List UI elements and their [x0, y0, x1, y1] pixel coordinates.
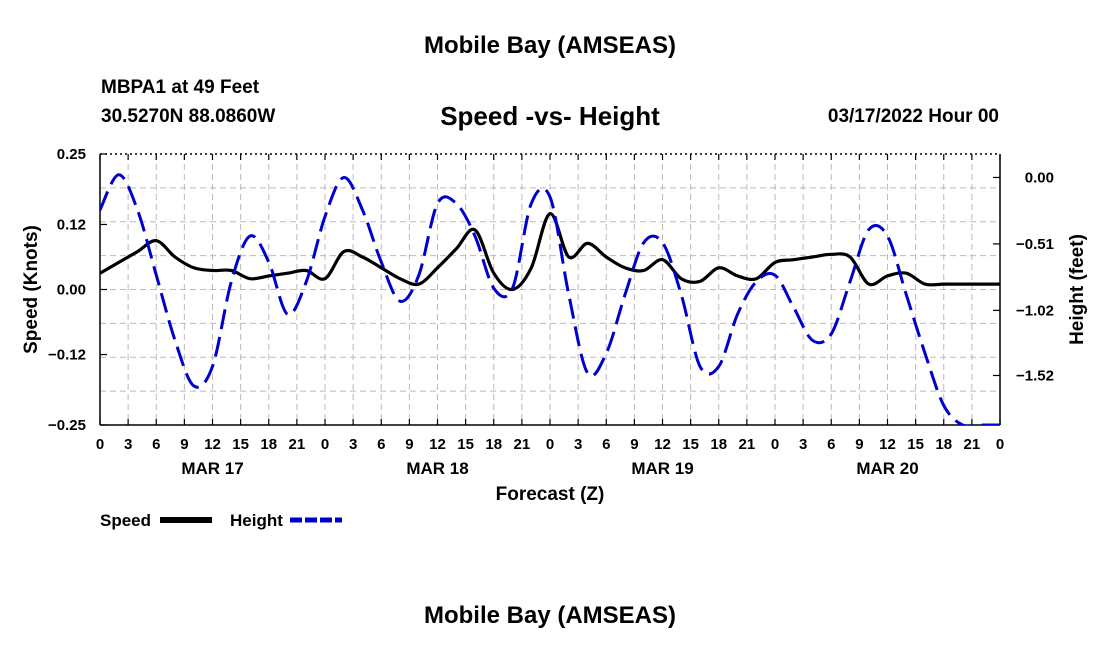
x-tick-label: 3 [574, 436, 582, 453]
y-left-tick-label: 0.12 [57, 216, 86, 233]
x-tick-label: 21 [739, 436, 756, 453]
x-tick-label: 3 [124, 436, 132, 453]
x-tick-label: 3 [349, 436, 357, 453]
x-tick-label: 9 [630, 436, 638, 453]
y-right-axis-title: Height (feet) [1067, 234, 1088, 345]
y-left-tick-label: 0.00 [57, 282, 86, 299]
y-left-tick-label: −0.25 [48, 417, 86, 434]
x-tick-label: 9 [405, 436, 413, 453]
station-label: MBPA1 at 49 Feet [101, 77, 260, 98]
y-right-tick-label: 0.00 [1025, 169, 1054, 186]
x-tick-label: 6 [152, 436, 160, 453]
x-tick-label: 6 [827, 436, 835, 453]
x-tick-label: 12 [654, 436, 671, 453]
legend-speed-label: Speed [100, 511, 151, 530]
x-tick-label: 21 [289, 436, 306, 453]
x-tick-label: 18 [485, 436, 502, 453]
x-tick-label: 15 [682, 436, 699, 453]
x-tick-label: 0 [321, 436, 329, 453]
x-tick-label: 18 [935, 436, 952, 453]
chart-title: Mobile Bay (AMSEAS) [423, 32, 677, 59]
x-tick-label: 3 [799, 436, 807, 453]
footer-title: Mobile Bay (AMSEAS) [423, 602, 677, 629]
y-left-tick-label: 0.25 [57, 146, 86, 163]
legend-height-label: Height [230, 511, 283, 530]
x-tick-label: 9 [180, 436, 188, 453]
y-left-axis-title: Speed (Knots) [21, 225, 42, 354]
x-tick-label: 9 [855, 436, 863, 453]
x-tick-label: 0 [771, 436, 779, 453]
x-tick-label: 0 [546, 436, 554, 453]
speed-series-line [100, 211, 1000, 292]
x-tick-label: 21 [964, 436, 981, 453]
x-tick-label: 0 [96, 436, 104, 453]
date-label: MAR 19 [631, 459, 693, 478]
x-tick-label: 15 [457, 436, 474, 453]
x-tick-label: 12 [204, 436, 221, 453]
coordinates-label: 30.5270N 88.0860W [101, 106, 276, 127]
y-left-tick-label: −0.12 [48, 347, 86, 364]
y-right-tick-label: −0.51 [1016, 236, 1054, 253]
date-label: MAR 18 [406, 459, 468, 478]
x-tick-label: 12 [429, 436, 446, 453]
x-tick-label: 21 [514, 436, 531, 453]
x-tick-label: 0 [996, 436, 1004, 453]
height-series-line [100, 173, 1000, 425]
date-label: MAR 20 [856, 459, 918, 478]
x-tick-label: 15 [907, 436, 924, 453]
x-tick-label: 18 [710, 436, 727, 453]
chart-subtitle: Speed -vs- Height [440, 101, 660, 131]
x-tick-label: 6 [602, 436, 610, 453]
forecast-datetime: 03/17/2022 Hour 00 [827, 106, 999, 127]
x-tick-label: 6 [377, 436, 385, 453]
y-right-tick-label: −1.02 [1016, 302, 1054, 319]
x-tick-label: 12 [879, 436, 896, 453]
date-label: MAR 17 [181, 459, 243, 478]
x-tick-label: 15 [232, 436, 249, 453]
y-right-tick-label: −1.52 [1016, 367, 1054, 384]
x-axis-title: Forecast (Z) [496, 484, 605, 505]
x-tick-label: 18 [260, 436, 277, 453]
